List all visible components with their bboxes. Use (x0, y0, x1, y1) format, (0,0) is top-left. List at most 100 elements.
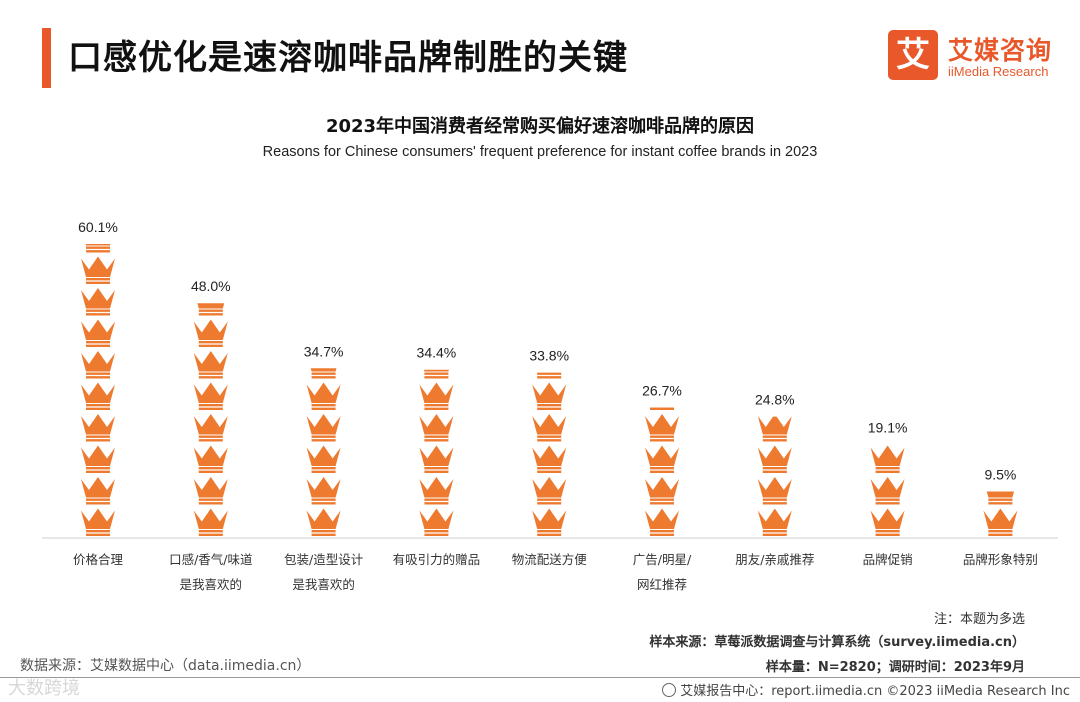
crown-icon (193, 319, 228, 347)
value-label: 60.1% (78, 219, 118, 235)
title-accent-bar (42, 28, 51, 88)
crown-icon (81, 288, 115, 316)
crown-icon (81, 414, 115, 442)
crown-icon (870, 445, 905, 473)
crown-icon (306, 477, 341, 505)
crown-icon (986, 491, 1015, 505)
crown-icon (81, 194, 115, 222)
crown-icon (81, 382, 115, 410)
crown-icon (306, 445, 341, 473)
crown-icon (537, 372, 562, 379)
value-label: 33.8% (529, 348, 569, 364)
category-label: 包装/造型设计 (284, 552, 363, 567)
value-label: 24.8% (755, 392, 795, 408)
chart-title: 2023年中国消费者经常购买偏好速溶咖啡品牌的原因 (325, 116, 755, 137)
category-label: 品牌促销 (863, 552, 913, 567)
footer: 艾媒报告中心：report.iimedia.cn ©2023 iiMedia R… (662, 680, 1070, 699)
crown-icon (81, 508, 115, 536)
watermark: 大数跨境 (8, 678, 80, 699)
globe-icon (662, 683, 677, 697)
category-label: 广告/明星/ (633, 552, 692, 567)
crown-icon (645, 508, 679, 536)
value-label: 34.7% (304, 343, 344, 359)
crown-icon (532, 508, 567, 536)
crown-icon (650, 407, 674, 410)
crown-icon (645, 414, 679, 442)
crown-icon (419, 414, 454, 442)
category-label: 价格合理 (73, 552, 124, 567)
category-label: 品牌形象特别 (963, 552, 1038, 567)
bar-4 (419, 320, 454, 536)
page-title: 口感优化是速溶咖啡品牌制胜的关键 (68, 38, 628, 78)
crown-icon (306, 414, 341, 442)
chart-subtitle: Reasons for Chinese consumers' frequent … (262, 144, 818, 160)
value-label: 26.7% (642, 382, 682, 398)
logo-name-en: iiMedia Research (948, 64, 1049, 79)
crown-icon (193, 414, 228, 442)
note-multi-choice: 注：本题为多选 (933, 612, 1025, 627)
crown-icon (81, 351, 115, 379)
bar-5 (532, 320, 567, 536)
crown-icon (193, 351, 228, 379)
crown-icon (85, 244, 111, 253)
crown-icon (983, 508, 1018, 536)
crown-icon (419, 445, 454, 473)
crown-icon (645, 477, 679, 505)
crown-icon (419, 382, 454, 410)
crown-icon (870, 477, 905, 505)
crown-icon (193, 382, 228, 410)
value-label: 19.1% (868, 420, 908, 436)
crown-icon (306, 508, 341, 536)
crown-icon (870, 508, 905, 536)
crown-icon (532, 414, 567, 442)
crown-icon (193, 477, 228, 505)
category-label: 朋友/亲戚推荐 (735, 552, 814, 567)
value-label: 48.0% (191, 278, 231, 294)
bar-2 (193, 303, 228, 536)
crown-icon (419, 320, 453, 348)
value-label: 34.4% (417, 345, 457, 361)
category-label: 网红推荐 (637, 577, 687, 592)
crown-icon (532, 445, 567, 473)
bar-8 (870, 445, 905, 536)
category-label: 物流配送方便 (512, 552, 588, 567)
bar-9 (983, 491, 1018, 536)
category-label: 是我喜欢的 (180, 577, 243, 592)
crown-icon (532, 320, 566, 348)
crown-icon (197, 303, 225, 316)
crown-icon (757, 416, 792, 442)
crown-icon (645, 351, 679, 379)
footer-divider (0, 677, 1080, 678)
crown-icon (419, 477, 454, 505)
crown-icon (193, 508, 228, 536)
logo-name-cn: 艾媒咨询 (948, 36, 1053, 65)
crown-icon (645, 445, 679, 473)
crown-icon (306, 382, 341, 410)
crown-icon (423, 369, 449, 379)
bar-7 (757, 416, 792, 536)
crown-icon (81, 445, 115, 473)
crown-icon (532, 477, 567, 505)
crown-icon (757, 477, 792, 505)
category-label: 口感/香气/味道 (169, 552, 253, 567)
category-label: 是我喜欢的 (292, 577, 355, 592)
footer-text: 艾媒报告中心：report.iimedia.cn ©2023 iiMedia R… (680, 684, 1070, 699)
crown-icon (310, 368, 337, 379)
logo-mark: 艾 (888, 30, 938, 80)
crown-icon (81, 256, 115, 284)
category-label: 有吸引力的赠品 (393, 552, 481, 567)
crown-icon (757, 508, 792, 536)
crown-icon (193, 445, 228, 473)
note-sample-size: 样本量：N=2820；调研时间：2023年9月 (765, 660, 1025, 675)
crown-icon (81, 319, 115, 347)
crown-icon (532, 382, 567, 410)
bar-1 (81, 194, 115, 536)
bar-6 (645, 351, 679, 536)
value-label: 9.5% (984, 467, 1016, 483)
brand-logo: 艾 艾媒咨询 iiMedia Research (888, 30, 1063, 82)
crown-icon (419, 508, 454, 536)
note-sample-source: 样本来源：草莓派数据调查与计算系统（survey.iimedia.cn） (649, 635, 1025, 650)
crown-icon (757, 445, 792, 473)
bar-3 (306, 368, 341, 536)
